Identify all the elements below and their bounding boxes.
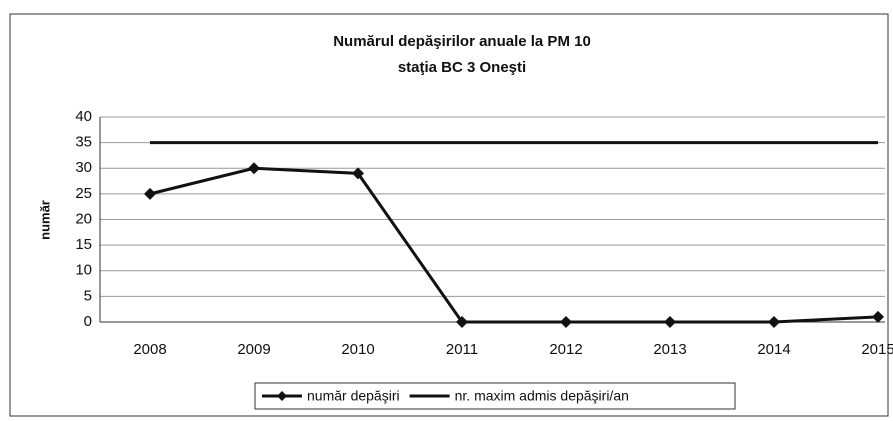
series-line bbox=[149, 166, 879, 324]
y-tick-label: 25 bbox=[75, 185, 92, 202]
y-tick-label: 15 bbox=[75, 236, 92, 253]
x-tick-label: 2014 bbox=[757, 341, 790, 358]
y-tick-label: 5 bbox=[84, 287, 92, 304]
x-tick-label: 2010 bbox=[341, 341, 374, 358]
x-tick-label: 2011 bbox=[446, 341, 478, 358]
y-tick-label: 40 bbox=[75, 108, 92, 125]
data-point bbox=[664, 316, 676, 328]
data-point bbox=[768, 316, 780, 328]
y-tick-label: 10 bbox=[75, 262, 92, 279]
x-tick-label: 2012 bbox=[549, 341, 582, 358]
y-tick-label: 35 bbox=[75, 134, 92, 151]
legend-label: număr depăşiri bbox=[307, 388, 400, 404]
y-tick-label: 0 bbox=[84, 313, 92, 330]
x-tick-label: 2009 bbox=[237, 341, 270, 358]
y-tick-label: 20 bbox=[75, 210, 92, 227]
data-point bbox=[144, 187, 156, 200]
legend-box bbox=[254, 382, 736, 410]
data-point bbox=[456, 316, 468, 328]
legend-label: nr. maxim admis depăşiri/an bbox=[455, 388, 629, 404]
chart-frame bbox=[9, 13, 889, 417]
data-point bbox=[560, 316, 572, 328]
y-tick-label: 30 bbox=[75, 159, 92, 176]
legend-marker bbox=[277, 391, 287, 401]
y-axis-label: număr bbox=[37, 200, 52, 240]
x-tick-label: 2013 bbox=[653, 341, 686, 358]
x-tick-label: 2015 bbox=[861, 341, 893, 358]
x-tick-label: 2008 bbox=[133, 341, 166, 358]
chart-subtitle: staţia BC 3 Oneşti bbox=[398, 59, 526, 76]
data-point bbox=[872, 310, 884, 323]
chart-title: Numărul depăşirilor anuale la PM 10 bbox=[333, 33, 591, 50]
data-point bbox=[248, 162, 260, 175]
data-point bbox=[352, 167, 364, 180]
